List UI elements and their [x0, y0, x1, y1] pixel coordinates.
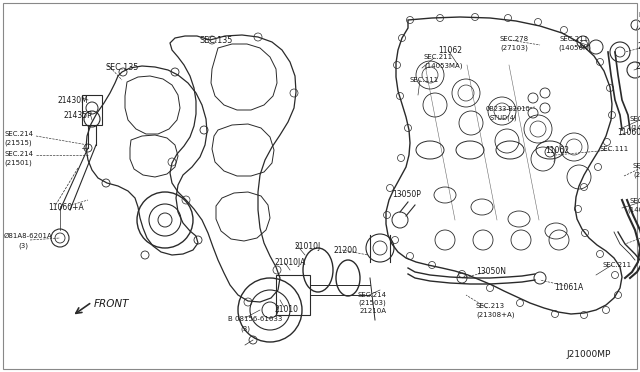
- Text: 22630: 22630: [638, 42, 640, 51]
- Text: 21010: 21010: [275, 305, 299, 314]
- Text: 13050N: 13050N: [476, 267, 506, 276]
- Text: SEC.135: SEC.135: [105, 63, 138, 72]
- Text: (14056N): (14056N): [558, 44, 591, 51]
- Text: J21000MP: J21000MP: [566, 350, 611, 359]
- Text: SEC.213: SEC.213: [476, 303, 505, 309]
- Text: SEC.111: SEC.111: [410, 77, 439, 83]
- Text: (21308+A): (21308+A): [476, 311, 515, 317]
- Text: N08918-3081A: N08918-3081A: [638, 12, 640, 18]
- Text: SEC.111: SEC.111: [600, 146, 629, 152]
- Text: SEC.211: SEC.211: [630, 116, 640, 122]
- Text: (14056ND): (14056ND): [627, 206, 640, 212]
- Text: 21430M: 21430M: [57, 96, 88, 105]
- Text: SEC.278: SEC.278: [500, 36, 529, 42]
- Text: (21515): (21515): [4, 139, 31, 145]
- Text: FRONT: FRONT: [94, 299, 129, 309]
- Text: (14053MA): (14053MA): [424, 62, 463, 68]
- Text: 21210A: 21210A: [360, 308, 387, 314]
- Text: (3): (3): [18, 242, 28, 248]
- Text: SEC.214: SEC.214: [4, 131, 33, 137]
- Text: (14053): (14053): [630, 124, 640, 131]
- Text: SEC.278: SEC.278: [633, 163, 640, 169]
- Text: B 08156-61633: B 08156-61633: [228, 316, 282, 322]
- Text: SEC.211: SEC.211: [603, 262, 632, 268]
- Text: 11060+A: 11060+A: [48, 203, 84, 212]
- Text: 11062: 11062: [438, 46, 462, 55]
- Text: 11060: 11060: [617, 128, 640, 137]
- Text: 21010J: 21010J: [295, 242, 321, 251]
- Text: SEC.211: SEC.211: [560, 36, 589, 42]
- Text: 21200: 21200: [334, 246, 358, 255]
- Text: (21503): (21503): [358, 300, 386, 307]
- Text: SEC.214: SEC.214: [358, 292, 387, 298]
- Text: (21501): (21501): [4, 159, 32, 166]
- Text: 11061A: 11061A: [554, 283, 583, 292]
- Text: (27183): (27183): [633, 171, 640, 177]
- Text: STUD(4): STUD(4): [490, 114, 518, 121]
- Text: (27103): (27103): [500, 44, 528, 51]
- Text: 21435P: 21435P: [63, 111, 92, 120]
- Text: SEC.135: SEC.135: [200, 36, 234, 45]
- Text: 0B233-B2010: 0B233-B2010: [486, 106, 531, 112]
- Text: SEC.214: SEC.214: [4, 151, 33, 157]
- Text: Ø81A8-6201A: Ø81A8-6201A: [4, 233, 52, 239]
- Text: SEC.211: SEC.211: [424, 54, 453, 60]
- Text: 11062: 11062: [545, 146, 569, 155]
- Text: 13050P: 13050P: [392, 190, 421, 199]
- Text: 22630A: 22630A: [636, 62, 640, 71]
- Text: SEC.211: SEC.211: [630, 198, 640, 204]
- Text: (3): (3): [240, 325, 250, 331]
- Text: 21010JA: 21010JA: [275, 258, 307, 267]
